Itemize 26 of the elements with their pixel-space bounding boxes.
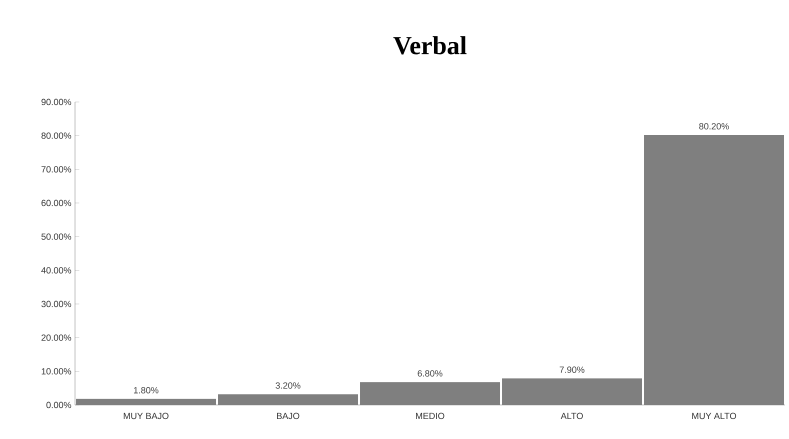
y-tick-label: 10.00% xyxy=(42,368,72,374)
x-tick-label: ALTO xyxy=(560,412,583,420)
x-tick-label: MEDIO xyxy=(416,412,444,420)
data-label: 1.80% xyxy=(134,387,158,394)
bar xyxy=(76,398,216,405)
y-tick-label: 70.00% xyxy=(42,166,72,173)
bar xyxy=(360,382,500,405)
y-tick-label: 60.00% xyxy=(42,200,72,206)
y-tick-label: 20.00% xyxy=(42,334,72,341)
bar xyxy=(502,378,642,405)
x-tick-label: MUY ALTO xyxy=(692,412,736,420)
x-tick-label: MUY BAJO xyxy=(124,412,168,420)
data-label: 80.20% xyxy=(699,123,729,130)
data-label: 3.20% xyxy=(276,382,300,389)
y-tick-label: 30.00% xyxy=(41,300,72,308)
y-tick-label: 80.00% xyxy=(41,132,72,139)
data-label: 7.90% xyxy=(560,366,584,373)
data-label: 6.80% xyxy=(418,370,442,377)
bar xyxy=(218,394,358,405)
chart-title: Verbal xyxy=(393,36,467,54)
bar xyxy=(644,134,784,405)
y-tick-label: 40.00% xyxy=(41,267,72,274)
y-tick-label: 0.00% xyxy=(46,402,72,408)
y-tick-label: 50.00% xyxy=(41,233,72,240)
x-tick-label: BAJO xyxy=(277,412,300,420)
y-tick-label: 90.00% xyxy=(42,98,72,106)
